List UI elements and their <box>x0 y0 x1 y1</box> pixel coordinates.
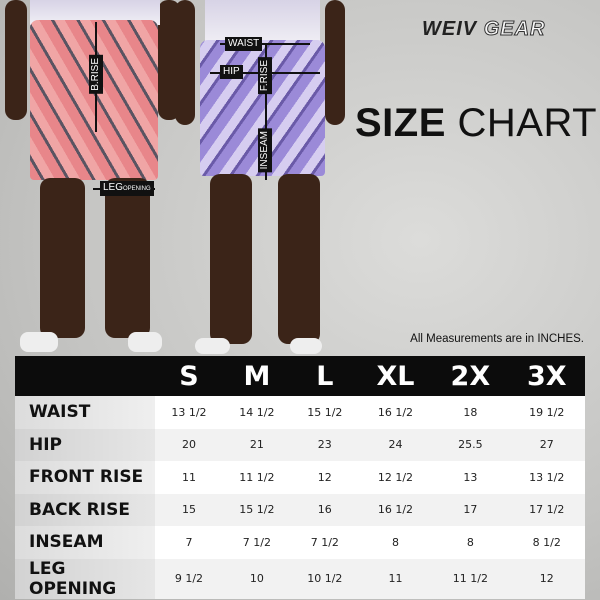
measurement-cell: 23 <box>290 428 359 461</box>
measurement-cell: 18 <box>432 396 509 429</box>
row-label: WAIST <box>15 396 155 429</box>
leg-opening-label: LEGOPENING <box>100 181 154 196</box>
measurement-cell: 12 1/2 <box>358 461 433 494</box>
measurement-cell: 12 <box>290 461 359 494</box>
measurement-cell: 9 1/2 <box>155 558 223 599</box>
measurement-cell: 10 <box>222 558 291 599</box>
measurement-cell: 11 1/2 <box>432 558 509 599</box>
measurement-cell: 24 <box>358 428 433 461</box>
measurement-cell: 7 <box>155 526 223 559</box>
measurement-cell: 19 1/2 <box>508 396 585 429</box>
measurement-cell: 17 <box>432 493 509 526</box>
row-label: INSEAM <box>15 526 155 559</box>
table-row: HIP 20 21 23 24 25.5 27 <box>15 428 585 461</box>
size-header: L <box>290 356 359 396</box>
table-row: LEG OPENING 9 1/2 10 10 1/2 11 11 1/2 12 <box>15 558 585 599</box>
measurement-cell: 7 1/2 <box>222 526 291 559</box>
measurement-cell: 16 1/2 <box>358 396 433 429</box>
hip-label: HIP <box>220 65 243 79</box>
measurement-cell: 13 1/2 <box>508 461 585 494</box>
inseam-label: INSEAM <box>258 128 272 173</box>
units-note: All Measurements are in INCHES. <box>410 333 584 345</box>
measurement-cell: 15 1/2 <box>290 396 359 429</box>
row-label: BACK RISE <box>15 493 155 526</box>
measurement-cell: 13 <box>432 461 509 494</box>
measurement-cell: 15 <box>155 493 223 526</box>
size-table: S M L XL 2X 3X WAIST 13 1/2 14 1/2 15 1/2 16… <box>15 356 585 599</box>
measurement-cell: 25.5 <box>432 428 509 461</box>
size-header: 3X <box>508 356 585 396</box>
f-rise-label: F.RISE <box>258 57 272 95</box>
measurement-cell: 11 1/2 <box>222 461 291 494</box>
row-label: HIP <box>15 428 155 461</box>
measurement-cell: 8 1/2 <box>508 526 585 559</box>
size-header: S <box>155 356 223 396</box>
measurement-cell: 11 <box>358 558 433 599</box>
measurement-cell: 8 <box>358 526 433 559</box>
size-header: XL <box>358 356 433 396</box>
measurement-cell: 27 <box>508 428 585 461</box>
measurement-cell: 12 <box>508 558 585 599</box>
size-header: 2X <box>432 356 509 396</box>
measurement-cell: 14 1/2 <box>222 396 291 429</box>
size-header: M <box>222 356 291 396</box>
measurement-cell: 21 <box>222 428 291 461</box>
page-title: SIZE CHART <box>355 101 598 145</box>
measurement-cell: 7 1/2 <box>290 526 359 559</box>
measurement-cell: 8 <box>432 526 509 559</box>
table-row: WAIST 13 1/2 14 1/2 15 1/2 16 1/2 18 19 1/2 <box>15 396 585 429</box>
measurement-cell: 17 1/2 <box>508 493 585 526</box>
table-row: BACK RISE 15 15 1/2 16 16 1/2 17 17 1/2 <box>15 493 585 526</box>
measurement-cell: 20 <box>155 428 223 461</box>
measurement-cell: 11 <box>155 461 223 494</box>
measurement-cell: 13 1/2 <box>155 396 223 429</box>
measurement-cell: 15 1/2 <box>222 493 291 526</box>
row-label: LEG OPENING <box>15 558 155 599</box>
measurement-cell: 16 1/2 <box>358 493 433 526</box>
table-row: INSEAM 7 7 1/2 7 1/2 8 8 8 1/2 <box>15 526 585 559</box>
size-header-row: S M L XL 2X 3X <box>15 356 585 396</box>
row-label: FRONT RISE <box>15 461 155 494</box>
b-rise-label: B.RISE <box>89 55 103 94</box>
measurement-cell: 10 1/2 <box>290 558 359 599</box>
table-row: FRONT RISE 11 11 1/2 12 12 1/2 13 13 1/2 <box>15 461 585 494</box>
measurement-cell: 16 <box>290 493 359 526</box>
waist-label: WAIST <box>225 37 263 51</box>
brand-logo: WEIV GEAR <box>422 18 546 41</box>
